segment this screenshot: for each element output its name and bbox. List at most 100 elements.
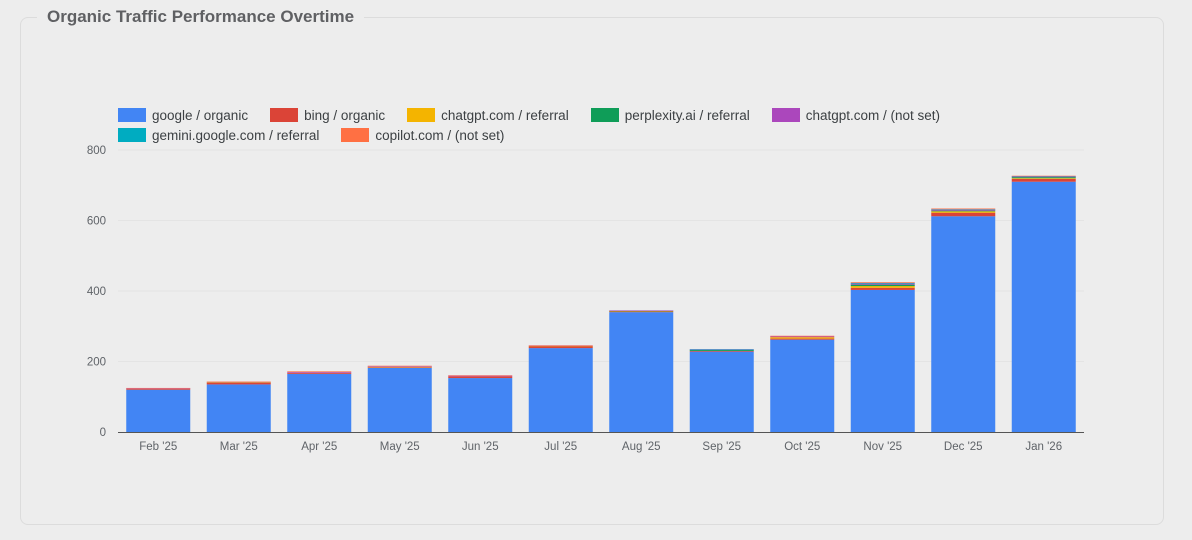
- y-tick-label: 200: [87, 357, 106, 369]
- bar-segment: [1011, 178, 1076, 182]
- legend-swatch: [771, 108, 800, 122]
- bar-segment: [448, 375, 513, 376]
- bar-segment: [931, 209, 996, 210]
- legend-swatch: [341, 128, 370, 142]
- chart-panel: [20, 17, 1164, 525]
- bar-segment: [850, 287, 915, 290]
- bar-segment: [206, 383, 271, 385]
- y-tick-label: 0: [100, 427, 106, 439]
- bar-segment: [448, 375, 513, 377]
- bar-segment: [931, 216, 996, 432]
- x-tick-label: Aug '25: [622, 441, 661, 453]
- legend-label: chatgpt.com / (not set): [805, 107, 941, 123]
- x-tick-label: Sep '25: [702, 441, 741, 453]
- bar-segment: [850, 289, 915, 432]
- bar-segment: [126, 387, 191, 389]
- bar-segment: [528, 345, 593, 347]
- bar-segment: [689, 349, 754, 351]
- legend-label: copilot.com / (not set): [375, 127, 505, 143]
- bar-segment: [770, 335, 835, 337]
- bar-segment: [287, 373, 352, 432]
- legend-item[interactable]: bing / organic: [270, 107, 386, 123]
- x-tick-label: Mar '25: [220, 441, 258, 453]
- bar-segment: [689, 349, 754, 350]
- bar-segment: [367, 366, 432, 368]
- bar-segment: [206, 381, 271, 383]
- bar-segment: [689, 351, 754, 432]
- bar-segment: [126, 388, 191, 389]
- bar-segment: [850, 283, 915, 285]
- bar-segment: [448, 376, 513, 379]
- legend-swatch: [118, 128, 146, 142]
- bar-segment: [770, 339, 835, 432]
- bar-segment: [770, 336, 835, 338]
- legend-swatch: [407, 108, 436, 122]
- bar-segment: [528, 345, 593, 347]
- bar-segment: [528, 348, 593, 432]
- x-tick-label: Jul '25: [544, 441, 577, 453]
- y-tick-label: 800: [87, 145, 106, 157]
- bar-segment: [931, 212, 996, 217]
- bar-segment: [609, 311, 674, 313]
- bar-segment: [609, 311, 674, 312]
- bar-segment: [287, 371, 352, 373]
- chart-legend: google / organic bing / organic chatgpt.co…: [118, 107, 1018, 143]
- bar-segment: [1011, 181, 1076, 432]
- x-tick-label: Jun '25: [462, 441, 499, 453]
- y-tick-label: 600: [87, 216, 106, 228]
- bar-segment: [367, 366, 432, 367]
- bar-segment: [126, 388, 191, 390]
- bar-segment: [609, 312, 674, 432]
- bar-segment: [287, 372, 352, 374]
- bar-segment: [1011, 177, 1076, 179]
- legend-item[interactable]: chatgpt.com / (not set): [771, 107, 941, 123]
- bar-segment: [609, 310, 674, 312]
- bar-segment: [206, 381, 271, 383]
- bar-segment: [1011, 175, 1076, 177]
- x-tick-label: Feb '25: [139, 441, 177, 453]
- bar-segment: [770, 338, 835, 340]
- bar-segment: [931, 209, 996, 211]
- legend-swatch: [270, 108, 299, 122]
- legend-label: chatgpt.com / referral: [441, 107, 569, 123]
- legend-label: google / organic: [152, 107, 249, 123]
- bar-segment: [206, 384, 271, 432]
- bar-segment: [850, 282, 915, 284]
- bar-segment: [1011, 178, 1076, 179]
- legend-item[interactable]: perplexity.ai / referral: [590, 107, 750, 123]
- legend-label: gemini.google.com / referral: [152, 127, 320, 143]
- x-tick-label: Apr '25: [301, 441, 337, 453]
- legend-item[interactable]: google / organic: [118, 107, 249, 123]
- bar-segment: [367, 365, 432, 367]
- x-tick-label: Nov '25: [863, 441, 902, 453]
- bar-segment: [528, 346, 593, 349]
- bar-segment: [126, 389, 191, 432]
- bar-segment: [689, 350, 754, 352]
- panel-title: Organic Traffic Performance Overtime: [37, 7, 365, 27]
- legend-swatch: [590, 108, 619, 122]
- bar-segment: [1011, 176, 1076, 178]
- bar-segment: [689, 349, 754, 351]
- x-tick-label: Oct '25: [784, 441, 820, 453]
- bar-segment: [1011, 176, 1076, 177]
- x-tick-label: May '25: [380, 441, 420, 453]
- bar-segment: [850, 286, 915, 288]
- bar-segment: [448, 378, 513, 432]
- bar-segment: [528, 345, 593, 346]
- legend-item[interactable]: chatgpt.com / referral: [407, 107, 569, 123]
- bar-segment: [931, 211, 996, 213]
- legend-swatch: [118, 108, 146, 122]
- legend-label: perplexity.ai / referral: [624, 107, 750, 123]
- bar-segment: [609, 310, 674, 311]
- bar-segment: [367, 367, 432, 368]
- legend-item[interactable]: gemini.google.com / referral: [118, 127, 320, 143]
- legend-label: bing / organic: [304, 107, 386, 123]
- bar-segment: [770, 337, 835, 339]
- legend-item[interactable]: copilot.com / (not set): [341, 127, 505, 143]
- bar-segment: [287, 372, 352, 373]
- y-tick-label: 400: [87, 286, 106, 298]
- bar-segment: [850, 284, 915, 287]
- bar-segment: [367, 367, 432, 432]
- x-tick-label: Dec '25: [944, 441, 983, 453]
